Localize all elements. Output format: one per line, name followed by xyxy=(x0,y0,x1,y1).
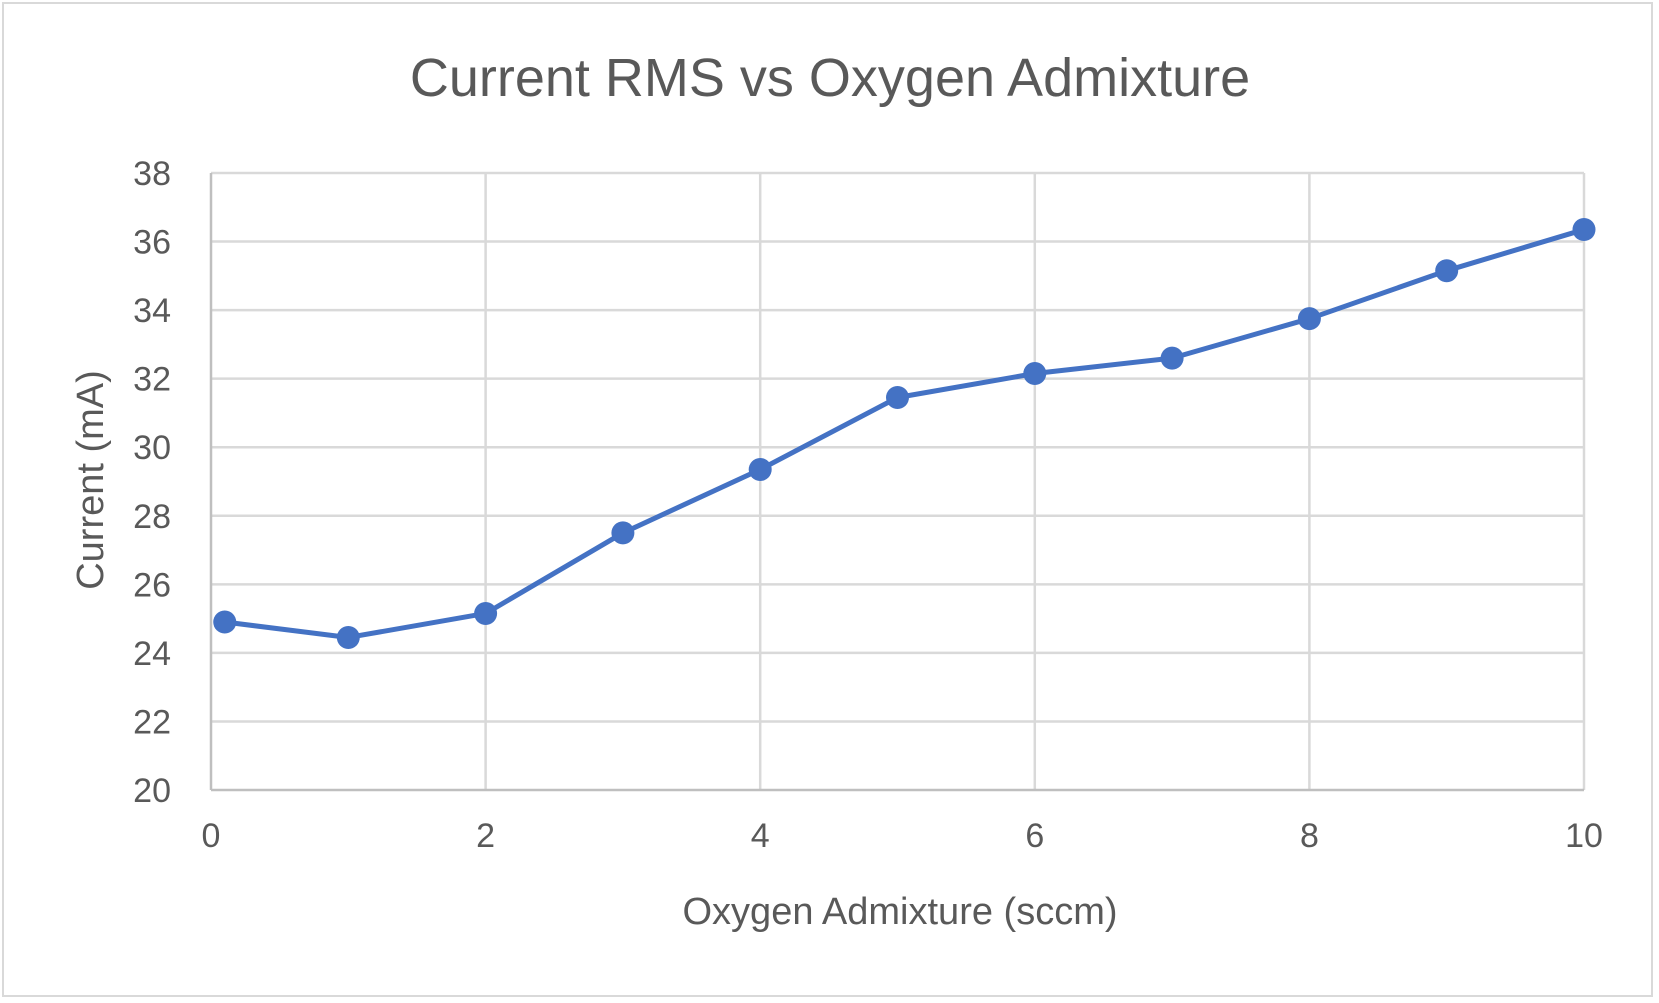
data-point xyxy=(748,458,772,482)
axes xyxy=(209,173,1584,792)
data-point xyxy=(336,625,360,649)
x-tick-label: 6 xyxy=(1025,817,1044,855)
y-tick-label: 20 xyxy=(133,772,171,810)
x-tick-label: 10 xyxy=(1565,817,1603,855)
chart-title: Current RMS vs Oxygen Admixture xyxy=(410,48,1250,108)
data-point xyxy=(1160,346,1184,370)
y-tick-label: 34 xyxy=(133,292,171,330)
y-tick-label: 30 xyxy=(133,429,171,467)
y-tick-label: 32 xyxy=(133,361,171,399)
x-tick-label: 0 xyxy=(202,817,221,855)
y-tick-label: 24 xyxy=(133,635,171,673)
data-point xyxy=(1435,259,1459,283)
data-point xyxy=(1023,362,1047,386)
y-tick-label: 22 xyxy=(133,703,171,741)
y-tick-label: 28 xyxy=(133,498,171,536)
x-tick-label: 8 xyxy=(1300,817,1319,855)
data-point xyxy=(1572,218,1596,242)
series-line xyxy=(222,227,1587,640)
data-point xyxy=(1297,307,1321,331)
x-tick-label: 2 xyxy=(476,817,495,855)
data-point xyxy=(886,386,909,410)
series-group xyxy=(213,218,1596,649)
y-tick-label: 26 xyxy=(133,566,171,604)
data-point xyxy=(213,610,237,634)
data-point xyxy=(474,601,498,625)
data-point xyxy=(611,521,635,545)
x-axis-title: Oxygen Admixture (sccm) xyxy=(683,891,1118,933)
gridlines xyxy=(211,171,1586,790)
y-tick-label: 38 xyxy=(133,155,171,193)
y-axis-title: Current (mA) xyxy=(70,370,112,590)
y-tick-label: 36 xyxy=(133,224,171,262)
x-tick-label: 4 xyxy=(751,817,770,855)
